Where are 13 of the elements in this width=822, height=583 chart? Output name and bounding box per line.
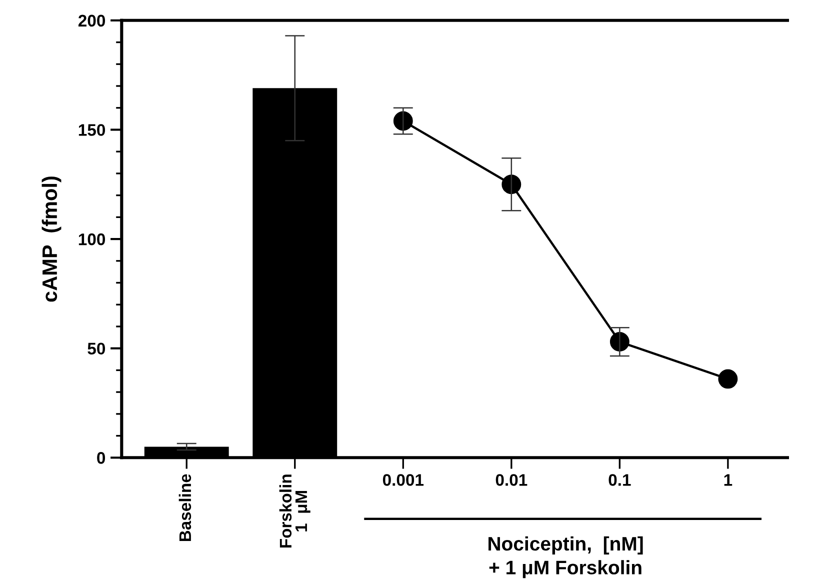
- x-tick-label: 1: [724, 474, 732, 486]
- x-axis-title: Nociceptin, [nM] + 1 μM Forskolin: [488, 536, 643, 578]
- y-tick-label: 50: [88, 342, 105, 355]
- x-tick-label: 0.01: [496, 474, 528, 486]
- x-tick-label: Baseline: [178, 474, 192, 542]
- x-tick-label: Forskolin 1 μM: [279, 474, 310, 548]
- y-tick-label: 200: [78, 14, 106, 27]
- y-tick-label: 100: [78, 233, 106, 246]
- x-tick-label: 0.1: [608, 474, 631, 486]
- x-tick-label: 0.001: [382, 474, 424, 486]
- y-axis-title: cAMP (fmol): [42, 176, 62, 302]
- y-tick-label: 0: [97, 452, 105, 464]
- y-tick-label: 150: [78, 124, 106, 136]
